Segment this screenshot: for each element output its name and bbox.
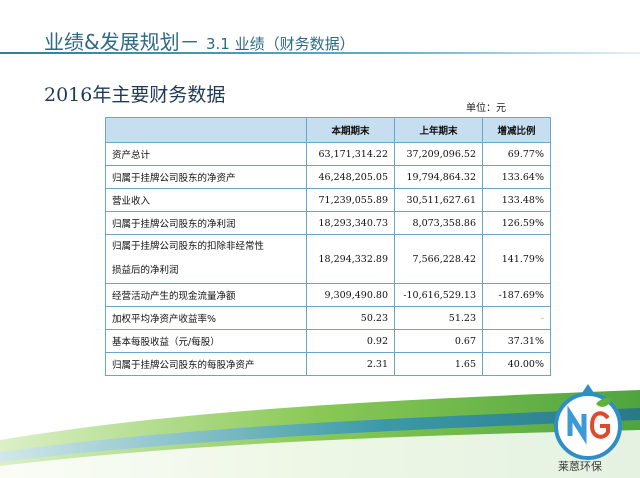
slide-title: 业绩&发展规划－ 3.1 业绩（财务数据） xyxy=(44,26,355,55)
financial-table: 本期期末 上年期末 增减比例 资产总计 63,171,314.22 37,209… xyxy=(105,117,551,376)
table-row: 加权平均净资产收益率% 50.23 51.23 - xyxy=(105,306,551,330)
slide-title-main: 业绩&发展规划－ xyxy=(44,30,200,54)
cell-previous: 30,511,627.61 xyxy=(394,188,483,212)
row-label-line2: 损益后的净利润 xyxy=(112,265,179,276)
row-label: 经营活动产生的现金流量净额 xyxy=(105,283,307,307)
cell-change: 126.59% xyxy=(482,211,551,235)
cell-current: 63,171,314.22 xyxy=(306,142,395,166)
cell-change: -187.69% xyxy=(482,283,551,307)
table-row: 资产总计 63,171,314.22 37,209,096.52 69.77% xyxy=(105,142,551,166)
cell-current: 9,309,490.80 xyxy=(306,283,395,307)
header-cell-change: 增减比例 xyxy=(482,117,551,143)
row-label: 营业收入 xyxy=(105,188,307,212)
header-cell-empty xyxy=(105,117,307,143)
logo-letter-g xyxy=(589,411,610,439)
cell-current: 18,294,332.89 xyxy=(306,234,395,284)
company-logo-icon xyxy=(554,384,622,460)
blue-wave xyxy=(0,408,640,462)
logo-leaf xyxy=(596,397,612,407)
cell-previous: -10,616,529.13 xyxy=(394,283,483,307)
logo-drop xyxy=(580,384,596,396)
cell-previous: 7,566,228.42 xyxy=(394,234,483,284)
cell-previous: 19,794,864.32 xyxy=(394,165,483,189)
table-row: 归属于挂牌公司股东的净利润 18,293,340.73 8,073,358.86… xyxy=(105,211,551,235)
cell-previous: 37,209,096.52 xyxy=(394,142,483,166)
table-header-row: 本期期末 上年期末 增减比例 xyxy=(105,117,551,143)
table-row: 归属于挂牌公司股东的每股净资产 2.31 1.65 40.00% xyxy=(105,352,551,376)
cell-change: 133.64% xyxy=(482,165,551,189)
cell-previous: 51.23 xyxy=(394,306,483,330)
row-label: 归属于挂牌公司股东的每股净资产 xyxy=(105,352,307,376)
header-divider xyxy=(0,52,640,54)
row-label: 归属于挂牌公司股东的净资产 xyxy=(105,165,307,189)
row-label: 资产总计 xyxy=(105,142,307,166)
cell-change: 141.79% xyxy=(482,234,551,284)
cell-change: 69.77% xyxy=(482,142,551,166)
header-cell-previous: 上年期末 xyxy=(394,117,483,143)
cell-current: 18,293,340.73 xyxy=(306,211,395,235)
company-name: 莱蒽环保 xyxy=(558,460,602,473)
row-label-line1: 归属于挂牌公司股东的扣除非经常性 xyxy=(112,241,265,252)
cell-change: 37.31% xyxy=(482,329,551,353)
cell-current: 46,248,205.05 xyxy=(306,165,395,189)
row-label: 基本每股收益（元/每股） xyxy=(105,329,307,353)
table-row: 营业收入 71,239,055.89 30,511,627.61 133.48% xyxy=(105,188,551,212)
cell-previous: 0.67 xyxy=(394,329,483,353)
cell-change: - xyxy=(482,306,551,330)
cell-previous: 1.65 xyxy=(394,352,483,376)
table-row: 归属于挂牌公司股东的扣除非经常性 损益后的净利润 18,294,332.89 7… xyxy=(105,234,551,284)
logo-ring xyxy=(554,392,622,460)
cell-previous: 8,073,358.86 xyxy=(394,211,483,235)
decorative-swoosh xyxy=(0,390,640,478)
logo-letter-n xyxy=(567,405,587,445)
slide-header: 业绩&发展规划－ 3.1 业绩（财务数据） xyxy=(0,0,640,60)
table-row: 经营活动产生的现金流量净额 9,309,490.80 -10,616,529.1… xyxy=(105,283,551,307)
cell-current: 50.23 xyxy=(306,306,395,330)
white-wave xyxy=(0,430,640,478)
table-row: 基本每股收益（元/每股） 0.92 0.67 37.31% xyxy=(105,329,551,353)
cell-current: 0.92 xyxy=(306,329,395,353)
unit-label: 单位：元 xyxy=(466,103,506,114)
cell-current: 71,239,055.89 xyxy=(306,188,395,212)
section-title: 2016年主要财务数据 xyxy=(44,84,226,106)
header-cell-current: 本期期末 xyxy=(306,117,395,143)
slide-title-sub: 3.1 业绩（财务数据） xyxy=(205,35,355,53)
cell-change: 133.48% xyxy=(482,188,551,212)
cell-change: 40.00% xyxy=(482,352,551,376)
row-label: 加权平均净资产收益率% xyxy=(105,306,307,330)
table-row: 归属于挂牌公司股东的净资产 46,248,205.05 19,794,864.3… xyxy=(105,165,551,189)
cell-current: 2.31 xyxy=(306,352,395,376)
row-label: 归属于挂牌公司股东的扣除非经常性 损益后的净利润 xyxy=(105,234,307,284)
row-label: 归属于挂牌公司股东的净利润 xyxy=(105,211,307,235)
